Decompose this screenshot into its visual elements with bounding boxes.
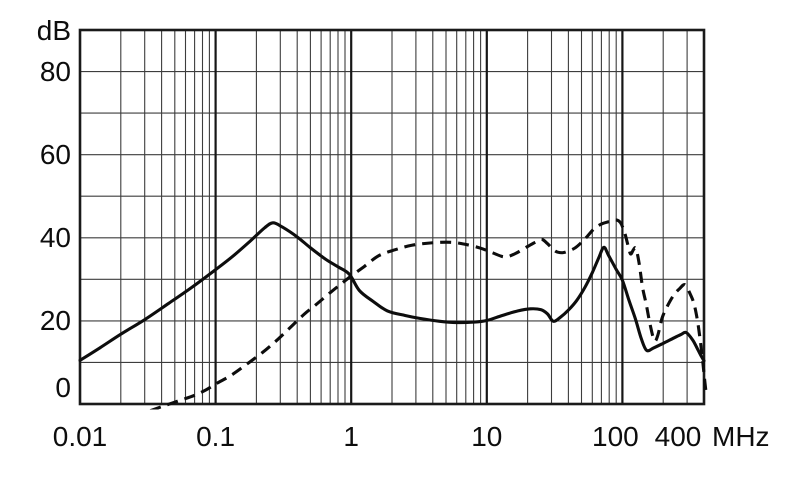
y-tick-label-20: 20 <box>39 304 71 336</box>
x-tick-label-0_01: 0.01 <box>52 421 108 452</box>
plot-frame <box>78 28 706 406</box>
curves <box>78 218 708 410</box>
y-axis-unit-label: dB <box>36 15 71 46</box>
x-tick-label-1: 1 <box>343 421 359 452</box>
y-tick-label-40: 40 <box>39 221 71 253</box>
dashed-curve <box>149 218 708 410</box>
y-tick-label-60: 60 <box>39 138 71 170</box>
x-axis-unit-label: MHz <box>712 421 770 452</box>
y-tick-label-0: 0 <box>55 372 71 403</box>
x-tick-label-0_1: 0.1 <box>196 421 236 452</box>
x-tick-label-400: 400 <box>654 421 702 452</box>
solid-curve <box>78 221 706 363</box>
y-tick-label-80: 80 <box>39 55 71 87</box>
x-tick-label-100: 100 <box>592 421 639 452</box>
minor-gridlines <box>80 30 704 404</box>
x-tick-label-10: 10 <box>471 421 503 452</box>
major-gridlines <box>214 30 624 404</box>
